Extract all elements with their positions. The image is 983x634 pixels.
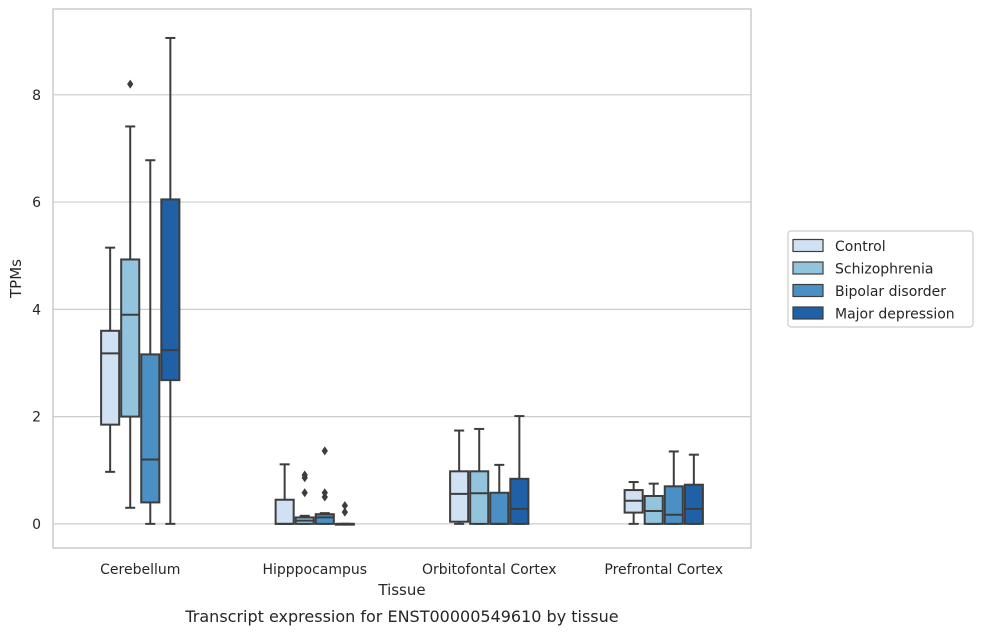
series-schizophrenia (120, 79, 664, 525)
outlier-point (301, 470, 308, 480)
y-axis-label: TPMs (7, 259, 25, 299)
plot-frame (52, 8, 752, 549)
legend-label: Major depression (835, 307, 955, 323)
box-iqr (509, 477, 530, 525)
box (509, 415, 530, 525)
outlier-point (321, 488, 328, 498)
y-tick-label: 2 (32, 410, 41, 426)
box-iqr (160, 198, 181, 382)
series-major-depression (160, 36, 704, 526)
outlier-point (341, 501, 349, 511)
legend-label: Control (835, 239, 886, 255)
box-iqr (120, 258, 141, 418)
legend: Control Schizophrenia Bipolar disorder Majo… (787, 230, 974, 328)
chart-caption: Transcript expression for ENST0000054961… (184, 607, 618, 626)
series-control (100, 246, 644, 525)
box-iqr (469, 470, 490, 525)
legend-label: Schizophrenia (835, 262, 933, 278)
x-tick-labels: Cerebellum Hipppocampus Orbitofontal Corte… (100, 562, 723, 578)
box (160, 36, 181, 525)
box-series-group (100, 36, 704, 526)
box (314, 446, 335, 525)
box-iqr (274, 498, 295, 525)
box-iqr (140, 353, 161, 504)
box (663, 450, 684, 525)
legend-frame (787, 230, 974, 328)
legend-swatch (792, 238, 824, 253)
box (294, 470, 315, 525)
box (623, 481, 644, 525)
box-iqr (449, 470, 470, 523)
outlier-point (321, 446, 328, 456)
series-bipolar-disorder (140, 159, 684, 525)
y-tick-labels: 0 2 4 6 8 (32, 88, 41, 533)
x-tick-label: Cerebellum (100, 562, 180, 578)
x-tick-label: Orbitofontal Cortex (422, 562, 557, 578)
outlier-point (341, 507, 349, 517)
outlier-point (127, 79, 134, 89)
box (449, 429, 470, 525)
legend-item: Schizophrenia (792, 261, 933, 278)
box (120, 79, 141, 509)
box (140, 159, 161, 525)
y-tick-label: 4 (32, 302, 41, 318)
box-iqr (314, 513, 335, 525)
x-axis-label: Tissue (377, 581, 425, 599)
box-iqr (100, 329, 121, 426)
box (100, 246, 121, 473)
legend-item: Bipolar disorder (792, 283, 946, 300)
x-tick-label: Hipppocampus (262, 562, 367, 578)
box-iqr (643, 494, 664, 525)
x-tick-label: Prefrontal Cortex (604, 562, 723, 578)
y-tick-label: 6 (32, 195, 41, 211)
box-iqr (489, 491, 510, 525)
outlier-point (301, 488, 308, 498)
legend-swatch (792, 306, 824, 320)
legend-swatch (792, 261, 824, 275)
y-tick-label: 0 (32, 517, 41, 533)
box (643, 482, 664, 525)
box-iqr (683, 483, 704, 525)
legend-label: Bipolar disorder (835, 284, 946, 300)
box-iqr (663, 485, 684, 525)
box (683, 453, 704, 525)
box (334, 501, 355, 526)
box (274, 463, 295, 525)
legend-item: Major depression (792, 306, 955, 323)
box (469, 427, 490, 525)
legend-swatch (792, 283, 824, 298)
legend-item: Control (792, 238, 886, 255)
box (489, 463, 510, 525)
y-tick-label: 8 (32, 88, 41, 104)
